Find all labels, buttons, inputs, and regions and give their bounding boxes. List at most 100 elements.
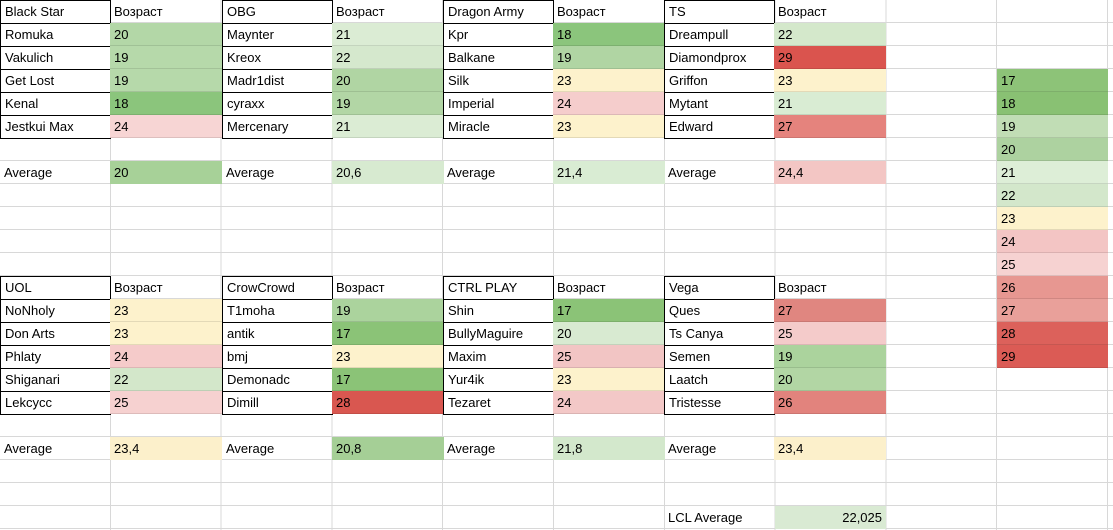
legend-cell[interactable]: 26 — [997, 276, 1108, 299]
team-header-cell[interactable]: UOL — [0, 276, 111, 300]
player-name-cell[interactable]: Tristesse — [664, 391, 775, 415]
age-cell[interactable]: 29 — [774, 46, 886, 69]
team-header-cell[interactable]: OBG — [222, 0, 333, 24]
age-cell[interactable]: 24 — [553, 391, 665, 414]
player-name-cell[interactable]: Dreampull — [664, 23, 775, 47]
player-name-cell[interactable]: Mercenary — [222, 115, 333, 139]
age-cell[interactable]: 22 — [332, 46, 444, 69]
legend-cell[interactable]: 24 — [997, 230, 1108, 253]
age-cell[interactable]: 23 — [553, 115, 665, 138]
team-header-cell[interactable]: Vega — [664, 276, 775, 300]
average-label-cell[interactable]: Average — [4, 165, 53, 180]
player-name-cell[interactable]: Romuka — [0, 23, 111, 47]
player-name-cell[interactable]: Dimill — [222, 391, 333, 415]
player-name-cell[interactable]: Griffon — [664, 69, 775, 93]
average-value-cell[interactable]: 21,4 — [553, 161, 665, 184]
player-name-cell[interactable]: Get Lost — [0, 69, 111, 93]
legend-cell[interactable]: 20 — [997, 138, 1108, 161]
player-name-cell[interactable]: Vakulich — [0, 46, 111, 70]
average-value-cell[interactable]: 20,8 — [332, 437, 444, 460]
age-cell[interactable]: 23 — [110, 299, 222, 322]
age-cell[interactable]: 25 — [110, 391, 222, 414]
player-name-cell[interactable]: Demonadc — [222, 368, 333, 392]
age-cell[interactable]: 26 — [774, 391, 886, 414]
average-value-cell[interactable]: 20,6 — [332, 161, 444, 184]
player-name-cell[interactable]: Maxim — [443, 345, 554, 369]
age-cell[interactable]: 20 — [553, 322, 665, 345]
legend-cell[interactable]: 25 — [997, 253, 1108, 276]
age-cell[interactable]: 18 — [553, 23, 665, 46]
player-name-cell[interactable]: Imperial — [443, 92, 554, 116]
team-header-cell[interactable]: CrowCrowd — [222, 276, 333, 300]
player-name-cell[interactable]: bmj — [222, 345, 333, 369]
player-name-cell[interactable]: Edward — [664, 115, 775, 139]
legend-cell[interactable]: 18 — [997, 92, 1108, 115]
age-cell[interactable]: 24 — [110, 345, 222, 368]
legend-cell[interactable]: 19 — [997, 115, 1108, 138]
player-name-cell[interactable]: Maynter — [222, 23, 333, 47]
average-value-cell[interactable]: 21,8 — [553, 437, 665, 460]
player-name-cell[interactable]: Shin — [443, 299, 554, 323]
average-label-cell[interactable]: Average — [226, 441, 275, 456]
age-cell[interactable]: 18 — [110, 92, 222, 115]
player-name-cell[interactable]: Tezaret — [443, 391, 554, 415]
age-cell[interactable]: 19 — [553, 46, 665, 69]
average-value-cell[interactable]: 23,4 — [110, 437, 222, 460]
age-cell[interactable]: 28 — [332, 391, 444, 414]
average-value-cell[interactable]: 24,4 — [774, 161, 886, 184]
player-name-cell[interactable]: Madr1dist — [222, 69, 333, 93]
team-header-cell[interactable]: Black Star — [0, 0, 111, 24]
player-name-cell[interactable]: Mytant — [664, 92, 775, 116]
average-label-cell[interactable]: Average — [447, 441, 496, 456]
legend-cell[interactable]: 27 — [997, 299, 1108, 322]
age-cell[interactable]: 20 — [110, 23, 222, 46]
average-label-cell[interactable]: Average — [668, 441, 717, 456]
average-label-cell[interactable]: Average — [4, 441, 53, 456]
age-cell[interactable]: 17 — [332, 322, 444, 345]
player-name-cell[interactable]: T1moha — [222, 299, 333, 323]
lcl-average-label-cell[interactable]: LCL Average — [668, 510, 743, 525]
age-cell[interactable]: 23 — [332, 345, 444, 368]
age-cell[interactable]: 19 — [332, 92, 444, 115]
age-cell[interactable]: 27 — [774, 299, 886, 322]
age-cell[interactable]: 19 — [110, 46, 222, 69]
age-cell[interactable]: 21 — [332, 115, 444, 138]
age-cell[interactable]: 19 — [110, 69, 222, 92]
age-cell[interactable]: 21 — [774, 92, 886, 115]
player-name-cell[interactable]: Kreox — [222, 46, 333, 70]
player-name-cell[interactable]: Kenal — [0, 92, 111, 116]
legend-cell[interactable]: 22 — [997, 184, 1108, 207]
player-name-cell[interactable]: Kpr — [443, 23, 554, 47]
player-name-cell[interactable]: Lekcycc — [0, 391, 111, 415]
age-cell[interactable]: 17 — [332, 368, 444, 391]
age-header-cell[interactable]: Возраст — [114, 4, 163, 19]
player-name-cell[interactable]: Silk — [443, 69, 554, 93]
age-cell[interactable]: 17 — [553, 299, 665, 322]
age-header-cell[interactable]: Возраст — [557, 280, 606, 295]
average-value-cell[interactable]: 23,4 — [774, 437, 886, 460]
average-label-cell[interactable]: Average — [226, 165, 275, 180]
team-header-cell[interactable]: Dragon Army — [443, 0, 554, 24]
age-cell[interactable]: 24 — [110, 115, 222, 138]
legend-cell[interactable]: 28 — [997, 322, 1108, 345]
lcl-average-value-cell[interactable]: 22,025 — [775, 506, 886, 529]
team-header-cell[interactable]: TS — [664, 0, 775, 24]
age-cell[interactable]: 25 — [553, 345, 665, 368]
player-name-cell[interactable]: antik — [222, 322, 333, 346]
age-header-cell[interactable]: Возраст — [336, 4, 385, 19]
age-cell[interactable]: 19 — [332, 299, 444, 322]
age-cell[interactable]: 23 — [553, 368, 665, 391]
age-cell[interactable]: 21 — [332, 23, 444, 46]
average-value-cell[interactable]: 20 — [110, 161, 222, 184]
player-name-cell[interactable]: Yur4ik — [443, 368, 554, 392]
age-cell[interactable]: 20 — [332, 69, 444, 92]
age-cell[interactable]: 25 — [774, 322, 886, 345]
player-name-cell[interactable]: NoNholy — [0, 299, 111, 323]
player-name-cell[interactable]: Don Arts — [0, 322, 111, 346]
team-header-cell[interactable]: CTRL PLAY — [443, 276, 554, 300]
player-name-cell[interactable]: Ques — [664, 299, 775, 323]
age-cell[interactable]: 22 — [774, 23, 886, 46]
player-name-cell[interactable]: Semen — [664, 345, 775, 369]
age-cell[interactable]: 19 — [774, 345, 886, 368]
age-cell[interactable]: 23 — [553, 69, 665, 92]
